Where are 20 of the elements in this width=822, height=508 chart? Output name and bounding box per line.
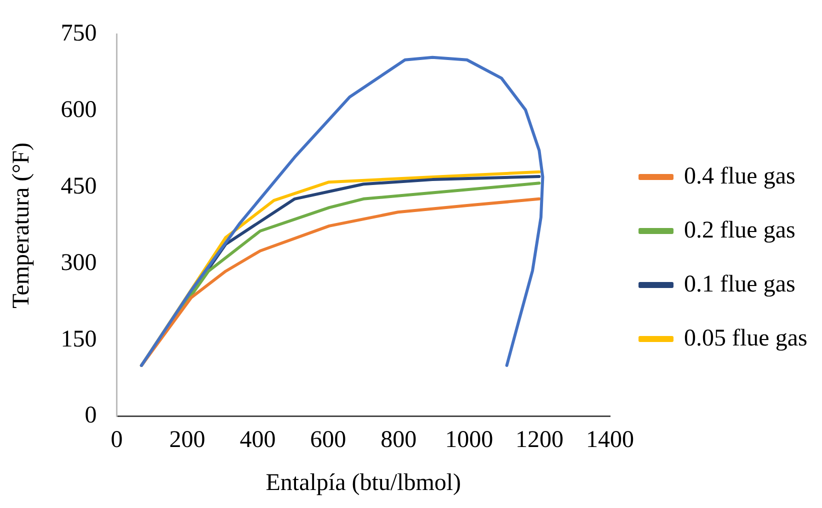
y-tick-label: 300: [60, 250, 97, 276]
x-tick-label: 400: [240, 427, 276, 454]
x-tick-label: 0: [110, 427, 123, 454]
x-axis-title: Entalpía (btu/lbmol): [266, 470, 462, 496]
legend-label: 0.4 flue gas: [684, 163, 796, 190]
x-tick-label: 1000: [445, 427, 494, 454]
y-tick-label: 0: [84, 402, 97, 429]
x-tick-label: 1200: [516, 427, 564, 454]
y-tick-label: 450: [60, 173, 97, 200]
x-tick-label: 600: [310, 427, 346, 454]
x-tick-label: 800: [380, 427, 417, 454]
x-tick-label: 200: [169, 427, 206, 454]
legend-label: 0.05 flue gas: [684, 325, 808, 352]
x-tick-label: 1400: [586, 427, 634, 454]
legend-label: 0.2 flue gas: [684, 217, 796, 244]
y-tick-label: 750: [60, 20, 97, 47]
legend-label: 0.1 flue gas: [684, 271, 796, 298]
y-axis-title: Temperatura (°F): [8, 142, 35, 308]
y-tick-label: 150: [60, 326, 97, 352]
y-tick-label: 600: [60, 97, 97, 124]
